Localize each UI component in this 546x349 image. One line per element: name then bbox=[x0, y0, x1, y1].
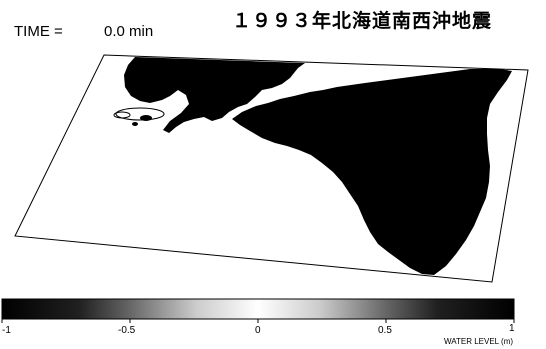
tick-label: 0 bbox=[255, 325, 261, 336]
colorbar-ticks bbox=[1, 319, 515, 323]
colorbar-gradient bbox=[1, 298, 515, 320]
island bbox=[132, 122, 138, 126]
land-mass bbox=[124, 57, 512, 275]
tsunami-map bbox=[14, 54, 529, 283]
water-level-colorbar: -1 -0.5 0 0.5 1 WATER LEVEL (m) bbox=[1, 298, 515, 346]
colorbar-unit-label: WATER LEVEL (m) bbox=[444, 337, 513, 346]
tick-label: 0.5 bbox=[378, 325, 392, 336]
tick-label: -0.5 bbox=[118, 325, 136, 336]
figure-title: １９９３年北海道南西沖地震 bbox=[232, 10, 493, 32]
time-value: 0.0 min bbox=[104, 23, 154, 40]
source-region bbox=[115, 107, 165, 121]
tick-label: 1 bbox=[509, 323, 515, 334]
time-label: TIME = bbox=[14, 23, 63, 40]
tick-label: -1 bbox=[2, 325, 11, 336]
source-region bbox=[113, 111, 131, 119]
